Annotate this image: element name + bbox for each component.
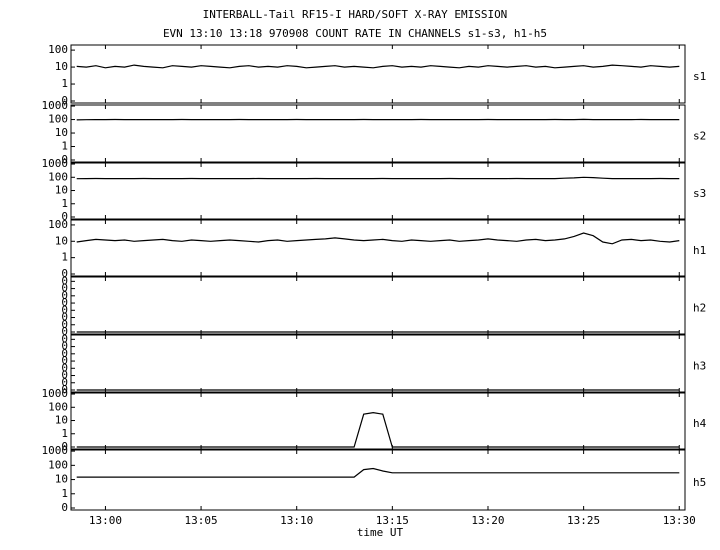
- y-tick-label: 100: [48, 218, 68, 231]
- y-tick-label: 0: [61, 303, 68, 316]
- y-tick-label: 100: [48, 170, 68, 183]
- y-tick-label: 0: [61, 325, 68, 338]
- series-label: s3: [693, 187, 706, 200]
- panel-frame: [70, 162, 686, 220]
- y-tick-label: 1000: [42, 157, 69, 170]
- series-line: [76, 411, 680, 448]
- x-tick-label: 13:00: [89, 514, 122, 527]
- x-tick-label: 13:05: [185, 514, 218, 527]
- panel-frame: [70, 449, 686, 511]
- series-line: [76, 232, 680, 245]
- y-tick-label: 0: [61, 296, 68, 309]
- y-tick-label: 100: [48, 458, 68, 471]
- y-tick-label: 1: [61, 197, 68, 210]
- y-tick-label: 1: [61, 77, 68, 90]
- y-tick-label: 1: [61, 251, 68, 264]
- y-tick-label: 100: [48, 113, 68, 126]
- y-tick-label: 1000: [42, 99, 69, 112]
- y-tick-label: 1: [61, 487, 68, 500]
- series-line: [76, 467, 680, 478]
- series-label: h4: [693, 417, 707, 430]
- series-label: h1: [693, 244, 706, 257]
- panel-frame: [70, 104, 686, 163]
- panel-frame: [70, 44, 686, 104]
- y-tick-label: 0: [61, 311, 68, 324]
- y-tick-label: 0: [61, 361, 68, 374]
- y-tick-label: 0: [61, 347, 68, 360]
- x-tick-label: 13:15: [376, 514, 409, 527]
- series-label: s1: [693, 70, 706, 83]
- y-tick-label: 0: [61, 267, 68, 280]
- x-tick-label: 13:25: [567, 514, 600, 527]
- panel-frame: [70, 334, 686, 393]
- y-tick-label: 0: [61, 282, 68, 295]
- y-tick-label: 0: [61, 369, 68, 382]
- series-line: [76, 176, 680, 180]
- y-tick-label: 0: [61, 318, 68, 331]
- x-axis-label: time UT: [357, 526, 404, 539]
- y-tick-label: 10: [55, 60, 68, 73]
- y-tick-label: 0: [61, 210, 68, 223]
- y-tick-label: 100: [48, 43, 68, 56]
- series-line: [76, 64, 680, 69]
- y-tick-label: 0: [61, 332, 68, 345]
- y-tick-label: 0: [61, 289, 68, 302]
- series-label: h3: [693, 360, 706, 373]
- y-tick-label: 10: [55, 234, 68, 247]
- y-tick-label: 0: [61, 501, 68, 514]
- series-line: [76, 118, 680, 121]
- y-tick-label: 0: [61, 383, 68, 396]
- y-tick-label: 0: [61, 376, 68, 389]
- x-tick-label: 13:20: [471, 514, 504, 527]
- y-tick-label: 10: [55, 473, 68, 486]
- y-tick-label: 1: [61, 140, 68, 153]
- series-label: h2: [693, 302, 706, 315]
- y-tick-label: 1: [61, 427, 68, 440]
- y-tick-label: 10: [55, 184, 68, 197]
- x-tick-label: 13:10: [280, 514, 313, 527]
- chart-title: INTERBALL-Tail RF15-I HARD/SOFT X-RAY EM…: [203, 8, 508, 21]
- panel-frame: [70, 392, 686, 450]
- y-tick-label: 0: [61, 340, 68, 353]
- y-tick-label: 0: [61, 354, 68, 367]
- y-tick-label: 0: [61, 274, 68, 287]
- series-label: h5: [693, 476, 706, 489]
- panel-frame: [70, 276, 686, 335]
- panel-frame: [70, 219, 686, 277]
- y-tick-label: 1000: [42, 387, 69, 400]
- y-tick-label: 10: [55, 414, 68, 427]
- y-tick-label: 0: [61, 440, 68, 453]
- y-tick-label: 10: [55, 126, 68, 139]
- series-label: s2: [693, 130, 706, 143]
- x-tick-label: 13:30: [663, 514, 696, 527]
- y-tick-label: 0: [61, 153, 68, 166]
- chart-subtitle: EVN 13:10 13:18 970908 COUNT RATE IN CHA…: [163, 27, 547, 40]
- y-tick-label: 0: [61, 94, 68, 107]
- y-tick-label: 1000: [42, 444, 69, 457]
- y-tick-label: 100: [48, 400, 68, 413]
